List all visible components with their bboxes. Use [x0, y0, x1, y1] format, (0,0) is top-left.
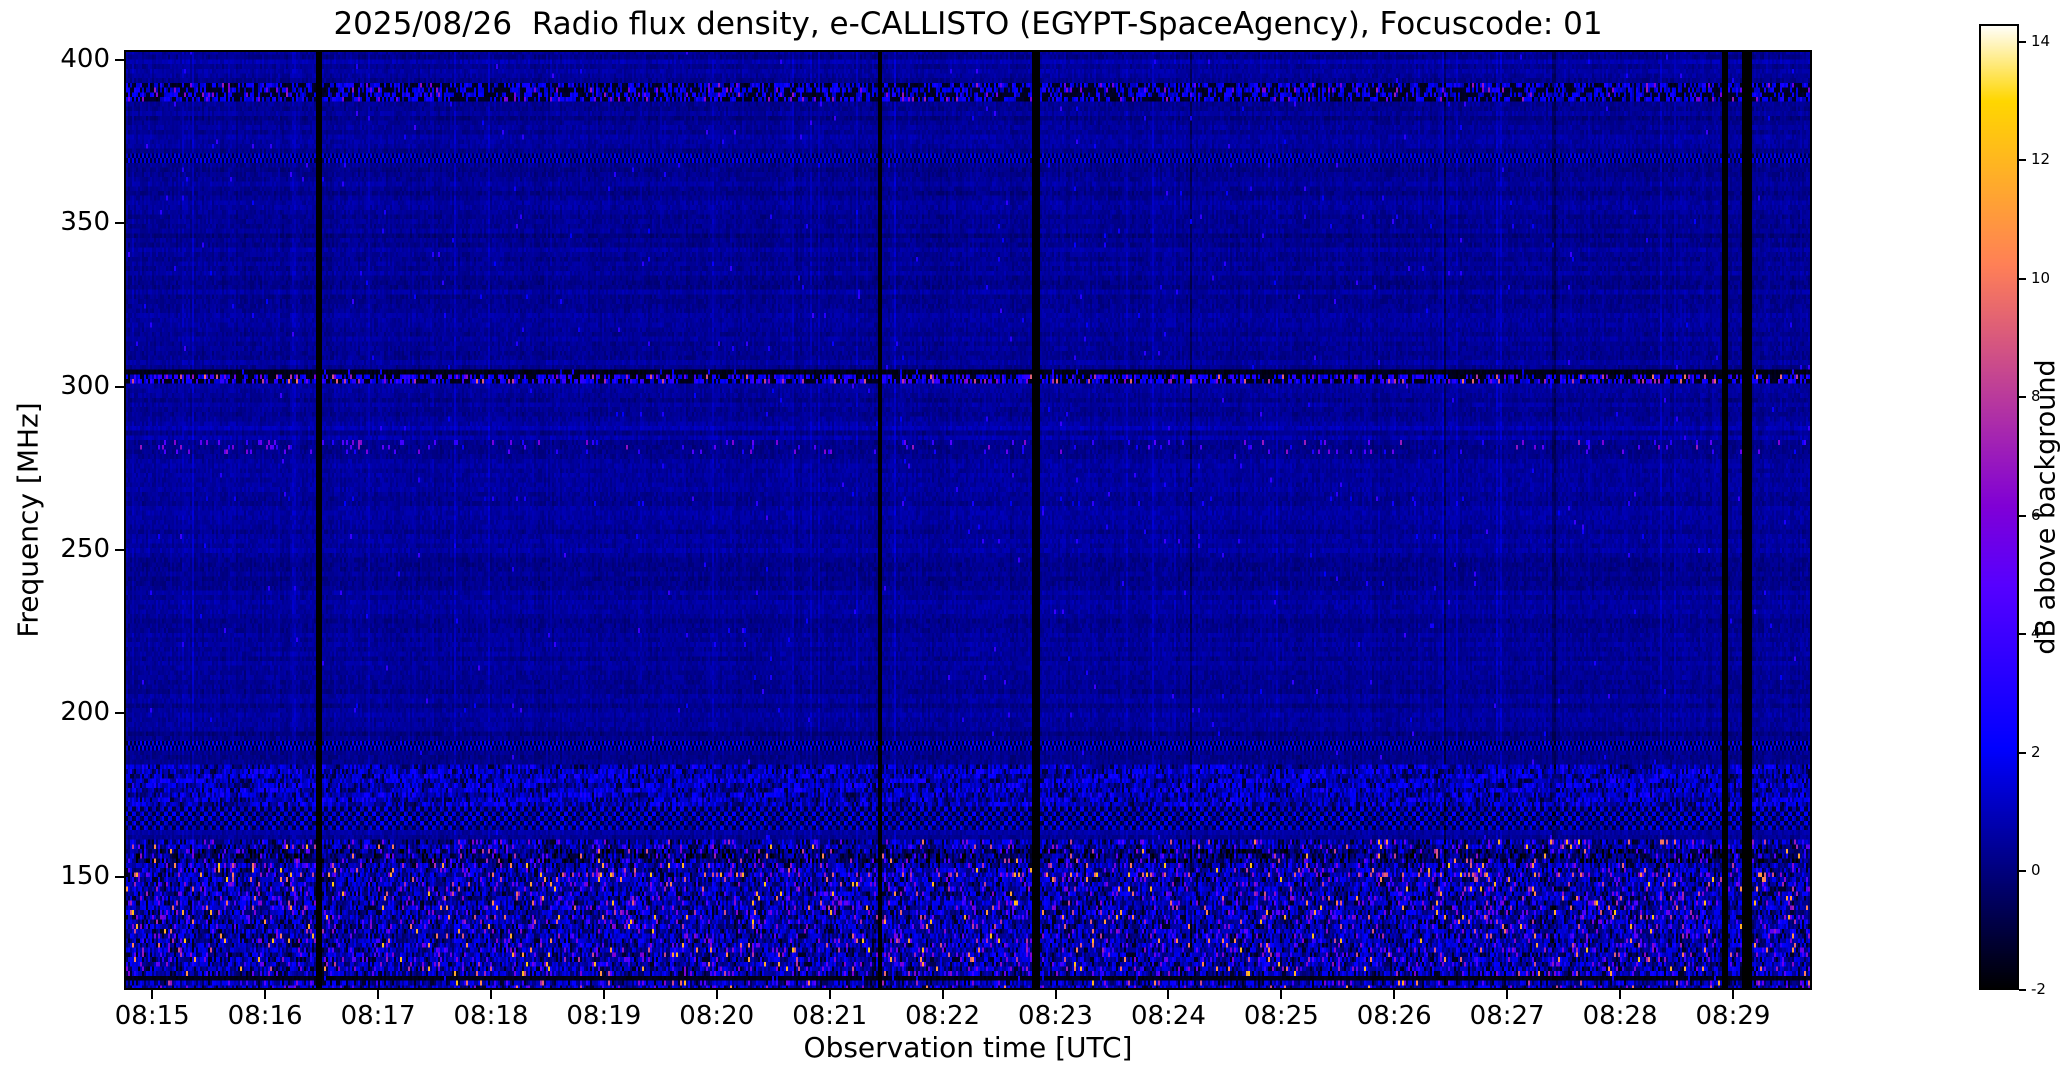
x-axis-label: Observation time [UTC]	[803, 1031, 1133, 1064]
colorbar-tick-mark	[2019, 40, 2026, 43]
y-tick-mark	[115, 385, 124, 388]
x-tick-label: 08:28	[1582, 1001, 1658, 1031]
x-tick-mark	[602, 990, 605, 999]
x-tick-label: 08:26	[1356, 1001, 1432, 1031]
colorbar-tick-mark	[2019, 751, 2026, 754]
colorbar-tick-label: -2	[2031, 980, 2046, 998]
y-tick-mark	[115, 222, 124, 225]
x-tick-mark	[715, 990, 718, 999]
x-tick-mark	[1393, 990, 1396, 999]
y-tick-mark	[115, 58, 124, 61]
y-tick-mark	[115, 712, 124, 715]
x-tick-label: 08:15	[114, 1001, 190, 1031]
y-tick-label: 300	[60, 370, 110, 401]
colorbar-tick-mark	[2019, 633, 2026, 636]
colorbar-tick-mark	[2019, 396, 2026, 399]
colorbar-tick-mark	[2019, 870, 2026, 873]
y-tick-mark	[115, 875, 124, 878]
x-tick-mark	[1280, 990, 1283, 999]
x-tick-mark	[489, 990, 492, 999]
x-tick-label: 08:18	[453, 1001, 529, 1031]
colorbar-tick-mark	[2019, 514, 2026, 517]
x-tick-mark	[264, 990, 267, 999]
x-tick-label: 08:20	[679, 1001, 755, 1031]
x-tick-label: 08:21	[792, 1001, 868, 1031]
x-tick-mark	[1167, 990, 1170, 999]
colorbar-tick-mark	[2019, 989, 2026, 991]
colorbar	[1979, 24, 2019, 990]
spectrogram-heatmap	[124, 50, 1812, 990]
colorbar-label: dB above background	[2030, 359, 2062, 655]
colorbar-tick-label: 12	[2031, 150, 2051, 169]
plot-title: 2025/08/26 Radio flux density, e-CALLIST…	[333, 6, 1603, 42]
y-tick-mark	[115, 549, 124, 552]
x-tick-label: 08:23	[1018, 1001, 1093, 1031]
x-tick-label: 08:16	[227, 1001, 303, 1031]
x-tick-mark	[1619, 990, 1622, 999]
y-tick-label: 200	[60, 697, 110, 728]
colorbar-tick-label: 6	[2031, 505, 2041, 524]
x-tick-mark	[941, 990, 944, 999]
colorbar-tick-label: 4	[2031, 624, 2041, 643]
y-tick-label: 400	[60, 43, 110, 74]
x-tick-label: 08:29	[1695, 1001, 1771, 1031]
x-tick-mark	[1506, 990, 1509, 999]
y-tick-label: 250	[60, 534, 110, 565]
colorbar-tick-mark	[2019, 277, 2026, 280]
colorbar-tick-label: 10	[2031, 268, 2051, 287]
x-tick-label: 08:27	[1469, 1001, 1545, 1031]
colorbar-tick-label: 14	[2031, 31, 2051, 50]
x-tick-label: 08:25	[1243, 1001, 1319, 1031]
colorbar-tick-label: 2	[2031, 742, 2041, 761]
y-axis-label: Frequency [MHz]	[11, 402, 45, 638]
y-tick-label: 350	[60, 207, 110, 238]
x-tick-label: 08:19	[566, 1001, 642, 1031]
x-tick-mark	[1731, 990, 1734, 999]
x-tick-mark	[1054, 990, 1057, 999]
colorbar-tick-mark	[2019, 159, 2026, 162]
x-tick-label: 08:24	[1130, 1001, 1206, 1031]
x-tick-mark	[828, 990, 831, 999]
x-tick-mark	[377, 990, 380, 999]
x-tick-label: 08:17	[340, 1001, 416, 1031]
x-tick-label: 08:22	[905, 1001, 981, 1031]
y-tick-label: 150	[60, 860, 110, 891]
colorbar-tick-label: 0	[2031, 861, 2041, 880]
x-tick-mark	[151, 990, 154, 999]
colorbar-tick-label: 8	[2031, 387, 2041, 406]
